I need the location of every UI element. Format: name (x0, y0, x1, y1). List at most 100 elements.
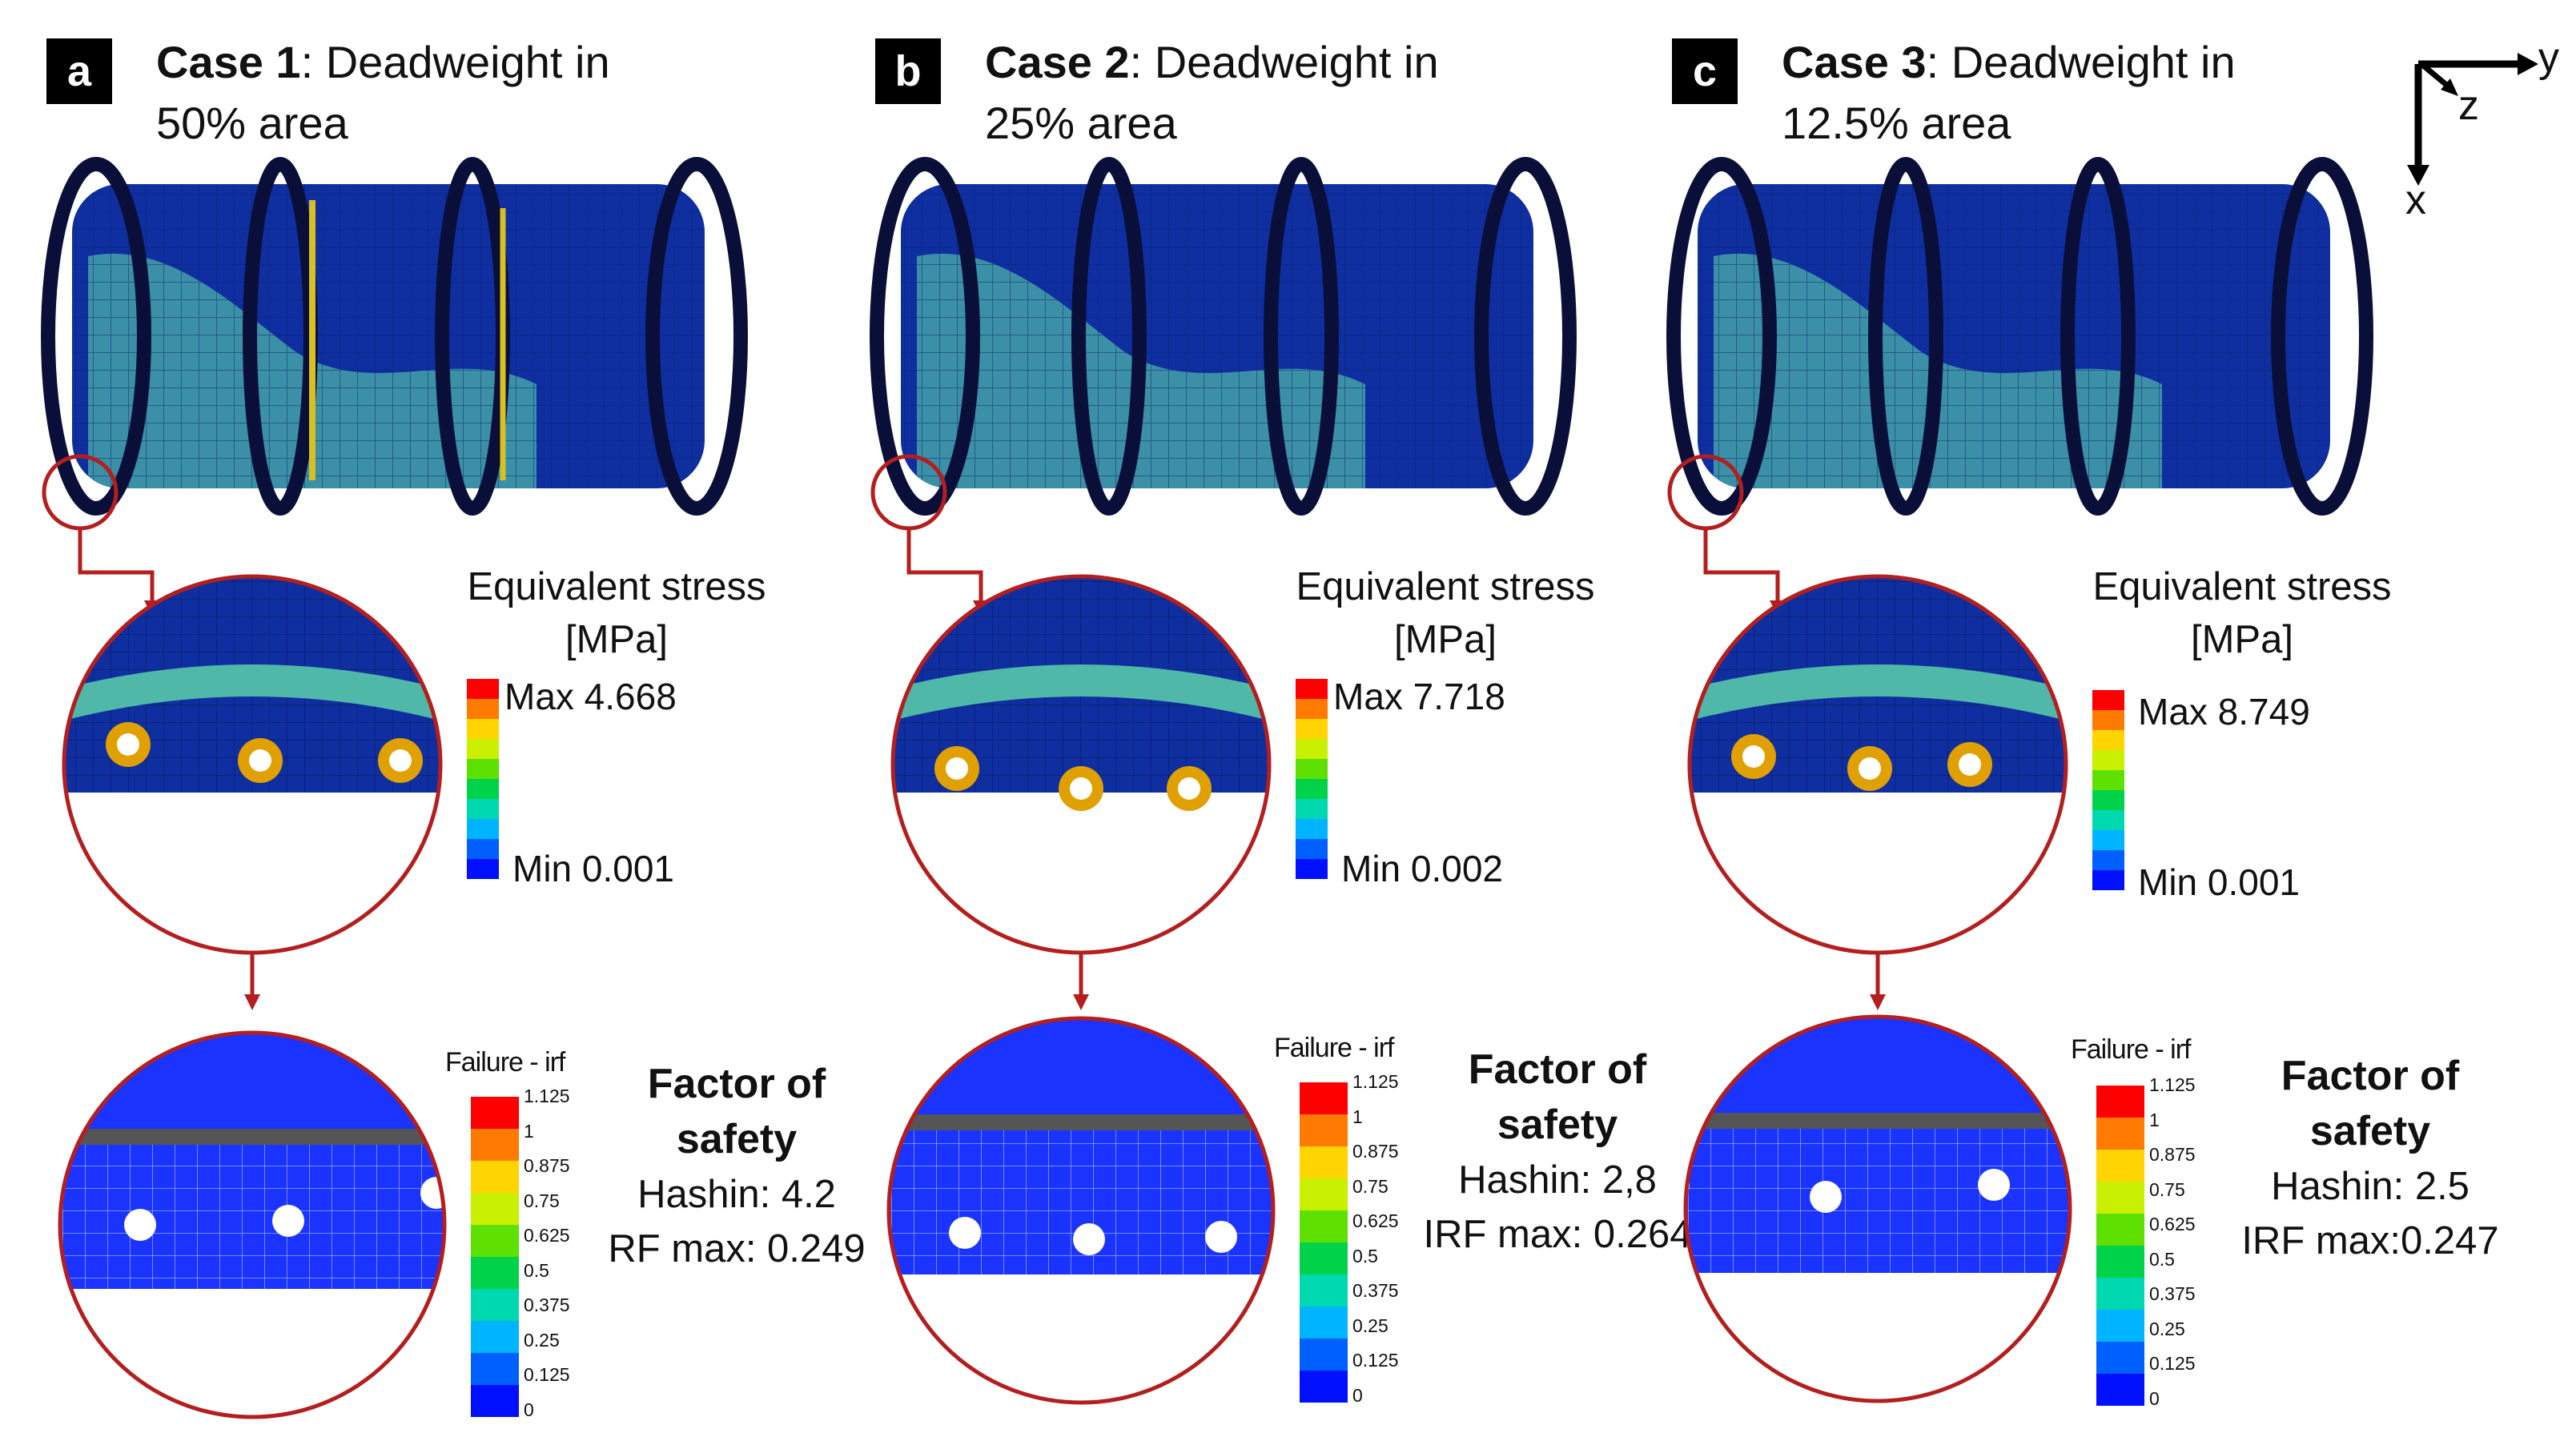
stress-colorbar-swatch (467, 859, 499, 879)
failure-colorbar (2096, 1086, 2144, 1406)
failure-tick-label: 0.875 (524, 1155, 570, 1176)
cylinder-figure (1666, 157, 2373, 1406)
fos-heading-line2: safety (676, 1116, 798, 1162)
failure-tick-label: 0.75 (2149, 1178, 2185, 1200)
stress-colorbar-swatch (467, 799, 499, 819)
panel-case-1: a Case 1: Deadweight in 50% area Equival… (40, 0, 881, 1445)
bolt-hole (1959, 753, 1981, 776)
stress-max-label: Max 8.749 (2138, 691, 2310, 733)
bolt-hole (1073, 1223, 1105, 1255)
failure-colorbar-swatch (1300, 1114, 1348, 1146)
factor-of-safety: Factor of safety Hashin: 2,8 IRF max: 0.… (1397, 1042, 1718, 1262)
stress-colorbar-swatch (467, 779, 499, 799)
bolt-hole (1205, 1221, 1237, 1253)
failure-colorbar-swatch (2096, 1278, 2144, 1310)
failure-colorbar-swatch (1300, 1178, 1348, 1210)
bolt-hole (420, 1177, 444, 1209)
case-title-line2: 12.5% area (1782, 98, 2011, 148)
cylinder-flange (1474, 157, 1577, 516)
zoom2-top (60, 1033, 444, 1129)
stress-colorbar-swatch (2092, 770, 2124, 790)
stress-min-label: Min 0.002 (1341, 848, 1504, 889)
stress-title-line2: [MPa] (2191, 618, 2293, 661)
case-title-rest: : Deadweight in (1129, 37, 1439, 87)
axes-arrows-icon (2407, 53, 2538, 186)
failure-tick-label: 0.75 (1352, 1175, 1388, 1197)
failure-colorbar-swatch (471, 1161, 519, 1193)
failure-tick-label: 0.25 (524, 1329, 560, 1351)
failure-tick-label: 1 (524, 1120, 534, 1142)
bolt-hole (1859, 757, 1881, 780)
factor-of-safety: Factor of safety Hashin: 4.2 RF max: 0.2… (577, 1057, 897, 1276)
panel-letter: c (1672, 38, 1738, 104)
stress-colorbar-swatch (1296, 699, 1328, 719)
panel-letter: b (875, 38, 941, 104)
case-label: Case 1 (156, 37, 301, 87)
stress-colorbar-swatch (467, 699, 499, 719)
fos-heading-line1: Factor of (647, 1061, 826, 1107)
failure-tick-label: 0.375 (2149, 1283, 2196, 1304)
failure-tick-label: 0 (1352, 1384, 1363, 1406)
case-label: Case 2 (985, 37, 1130, 87)
stress-colorbar-swatch (1296, 759, 1328, 779)
callout-arrow (244, 994, 260, 1010)
callout-connector (1703, 528, 1780, 608)
failure-colorbar-swatch (471, 1353, 519, 1385)
failure-colorbar-swatch (471, 1289, 519, 1321)
failure-zoom-circle (58, 1030, 447, 1419)
stress-legend-title: Equivalent stress [MPa] (1253, 560, 1638, 666)
stress-colorbar-swatch (2092, 790, 2124, 810)
failure-tick-label: 0.375 (1352, 1280, 1399, 1301)
case-title-line2: 25% area (985, 98, 1177, 148)
fos-heading-line1: Factor of (1468, 1046, 1647, 1093)
failure-colorbar-swatch (1300, 1210, 1348, 1242)
failure-colorbar-swatch (471, 1129, 519, 1161)
failure-legend-title: Failure - irf (1274, 1033, 1394, 1063)
bolt-hole (272, 1205, 304, 1237)
stress-colorbar-swatch (467, 819, 499, 839)
failure-colorbar-swatch (1300, 1307, 1348, 1339)
stress-zoom-circle (890, 574, 1272, 955)
failure-colorbar (471, 1097, 519, 1417)
cylinder-flange (1868, 157, 1943, 516)
failure-legend-title: Failure - irf (445, 1047, 565, 1078)
failure-colorbar-swatch (2096, 1150, 2144, 1182)
failure-tick-label: 0.875 (2149, 1144, 2196, 1165)
zoom-circle-outline (58, 1030, 447, 1419)
failure-tick-label: 0.125 (524, 1364, 570, 1385)
cylinder-mesh (1698, 184, 2330, 488)
zoom2-mesh (60, 1145, 444, 1289)
stress-colorbar-swatch (467, 739, 499, 759)
failure-zoom-circle (886, 1016, 1276, 1405)
callout-connector (78, 528, 155, 608)
cylinder-flange (41, 157, 151, 516)
bolt-hole (1742, 745, 1765, 768)
fos-heading-line2: safety (1497, 1102, 1618, 1148)
fos-irf: IRF max:0.247 (2241, 1219, 2499, 1262)
cylinder-flange (1071, 157, 1147, 516)
stress-title-line1: Equivalent stress (2092, 565, 2392, 608)
cylinder-figure (870, 157, 1577, 1405)
failure-tick-label: 0.625 (2149, 1214, 2196, 1234)
stress-colorbar-swatch (467, 759, 499, 779)
cylinder-flange (1666, 157, 1777, 516)
stress-colorbar-swatch (2092, 750, 2124, 770)
failure-colorbar-swatch (2096, 1246, 2144, 1278)
panel-letter: a (46, 38, 112, 104)
failure-tick-label: 0 (524, 1399, 534, 1420)
failure-colorbar-swatch (471, 1225, 519, 1257)
cylinder-model (870, 157, 1577, 516)
failure-colorbar-swatch (471, 1097, 519, 1129)
cylinder-flange (870, 157, 980, 516)
failure-colorbar-swatch (2096, 1374, 2144, 1406)
failure-colorbar-swatch (1300, 1274, 1348, 1307)
bolt-hole (389, 749, 412, 772)
failure-colorbar-swatch (471, 1193, 519, 1225)
case-title-rest: : Deadweight in (300, 37, 610, 87)
stress-colorbar-swatch (1296, 819, 1328, 839)
failure-tick-label: 1 (2149, 1109, 2160, 1130)
failure-tick-label: 0.125 (1352, 1350, 1399, 1371)
bolt-hole (949, 1217, 981, 1249)
cylinder-flange (1264, 157, 1339, 516)
failure-colorbar-swatch (2096, 1342, 2144, 1374)
